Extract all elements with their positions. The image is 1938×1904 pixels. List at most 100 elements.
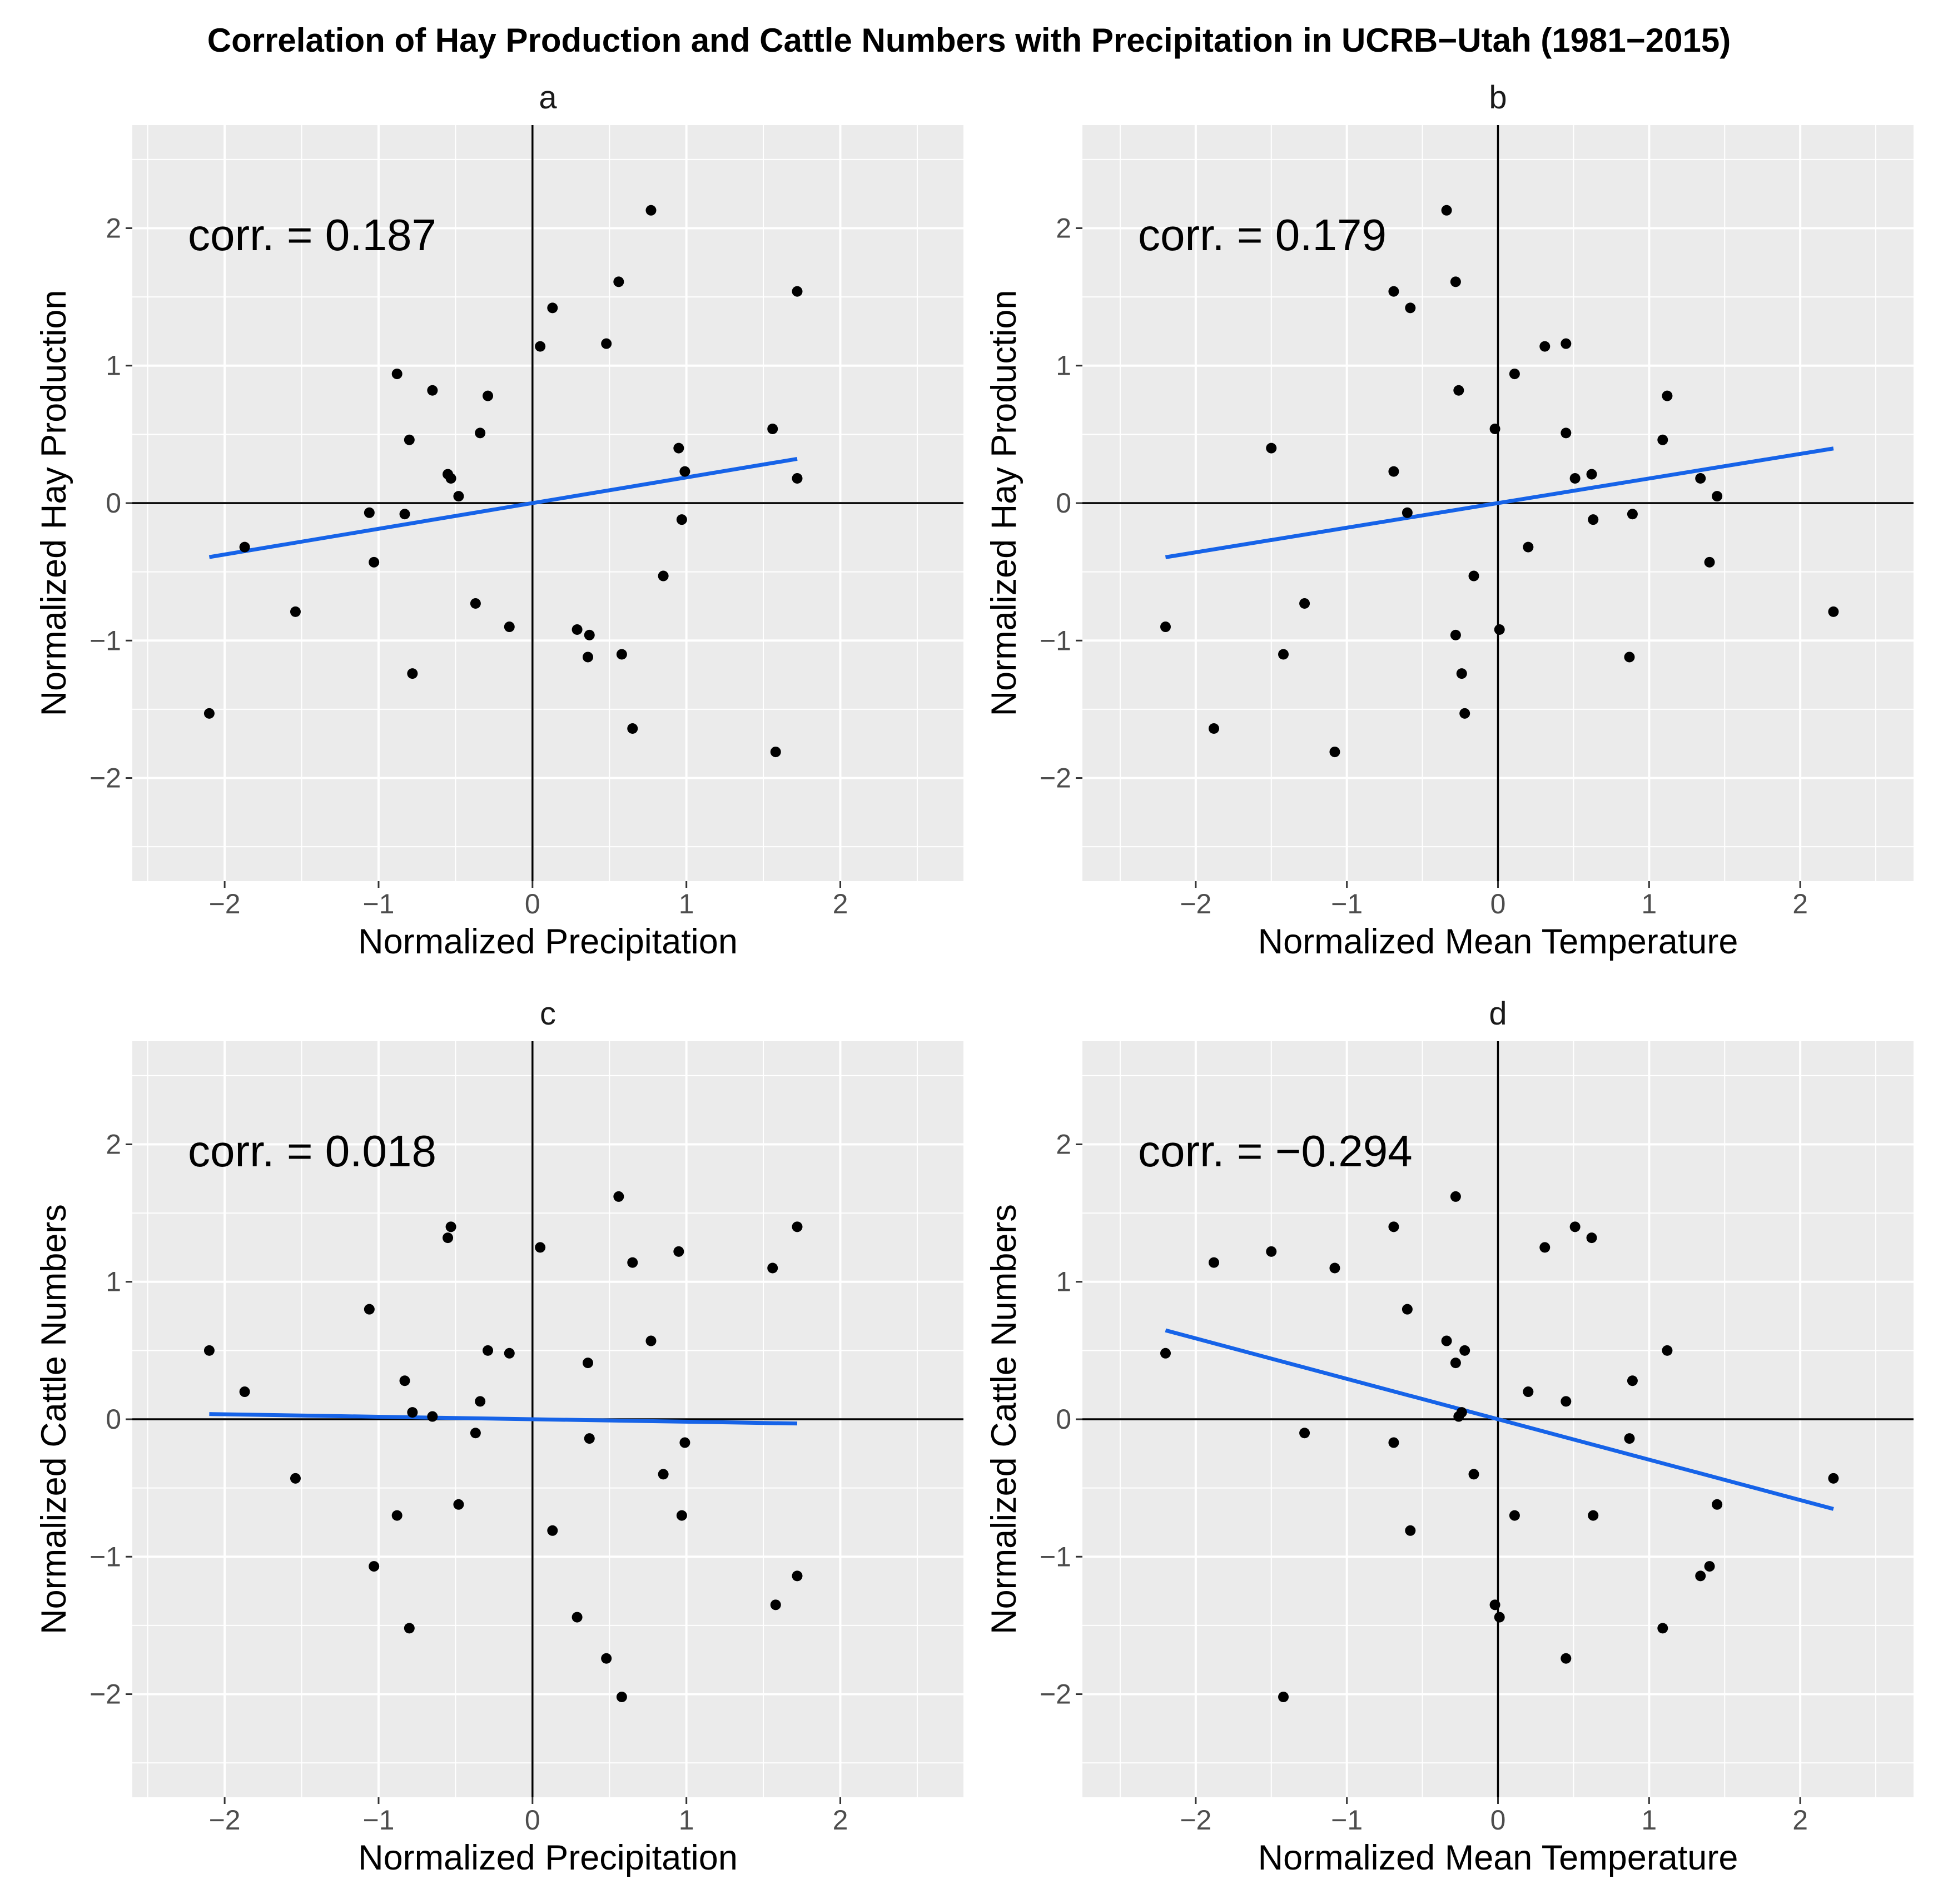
x-tick-label: 0 [1490, 1804, 1506, 1836]
data-point [1278, 1691, 1289, 1702]
data-point [404, 434, 415, 445]
data-point [483, 390, 494, 401]
data-point [679, 466, 690, 477]
data-point [1539, 341, 1551, 352]
data-point [1828, 1473, 1839, 1484]
data-point [658, 570, 669, 581]
x-tick-label: 1 [1641, 888, 1657, 919]
data-point [1509, 1510, 1520, 1521]
data-point [404, 1623, 415, 1634]
y-tick-label: 1 [1056, 1266, 1071, 1297]
data-point [1561, 1653, 1572, 1664]
x-tick-label: 1 [679, 1804, 694, 1836]
x-axis-title: Normalized Mean Temperature [1258, 922, 1738, 961]
data-point [1569, 1221, 1581, 1232]
panel-label: b [1489, 79, 1507, 116]
y-tick-label: 2 [106, 1129, 121, 1160]
correlation-annotation: corr. = 0.018 [188, 1126, 436, 1176]
data-point [1561, 427, 1572, 439]
data-point [645, 205, 657, 216]
data-point [1208, 723, 1219, 734]
data-point [627, 723, 638, 734]
data-point [290, 606, 301, 617]
data-point [1586, 469, 1597, 480]
data-point [792, 286, 803, 297]
data-point [504, 622, 515, 633]
y-tick-label: 2 [1056, 212, 1071, 243]
data-point [475, 427, 486, 439]
data-point [1828, 606, 1839, 617]
y-axis-title: Normalized Hay Production [985, 290, 1023, 717]
data-point [584, 1433, 595, 1444]
data-point [470, 598, 481, 609]
data-point [1388, 1221, 1399, 1232]
x-tick-label: 2 [833, 888, 848, 919]
data-point [582, 1358, 593, 1369]
x-tick-label: −1 [1331, 888, 1363, 919]
data-point [1627, 1375, 1638, 1386]
panel-b: −2 −1 0 1 2 −2 −1 0 1 2 corr. = 0.179 b Normalized M… [985, 79, 1914, 961]
data-point [582, 652, 593, 663]
data-point [1657, 434, 1668, 445]
data-point [616, 649, 627, 660]
data-point [1624, 652, 1635, 663]
data-point [1405, 1525, 1416, 1536]
data-point [1561, 338, 1572, 349]
data-point [1569, 473, 1581, 484]
data-point [1299, 1428, 1310, 1439]
y-axis-title: Normalized Cattle Numbers [985, 1204, 1023, 1634]
data-point [1627, 509, 1638, 520]
panel-label: d [1489, 996, 1507, 1032]
data-point [1208, 1257, 1219, 1268]
x-tick-label: 0 [525, 888, 540, 919]
data-point [443, 1232, 454, 1244]
x-tick-label: 2 [833, 1804, 848, 1836]
data-point [364, 507, 375, 518]
y-tick-label: −2 [1040, 1679, 1071, 1710]
data-point [399, 509, 410, 520]
data-point [470, 1428, 481, 1439]
y-tick-label: −2 [90, 1679, 121, 1710]
data-point [1662, 1345, 1673, 1356]
y-tick-label: 1 [106, 350, 121, 381]
correlation-annotation: corr. = 0.179 [1138, 210, 1387, 260]
data-point [1405, 302, 1416, 314]
y-axis-title: Normalized Hay Production [34, 290, 73, 717]
data-point [770, 747, 781, 758]
data-point [1704, 556, 1715, 568]
data-point [1456, 1407, 1467, 1418]
y-tick-label: 2 [106, 212, 121, 243]
data-point [676, 1510, 687, 1521]
data-point [1388, 1437, 1399, 1448]
data-point [1388, 286, 1399, 297]
data-point [1329, 1262, 1340, 1274]
data-point [1450, 1191, 1461, 1202]
data-point [445, 473, 456, 484]
x-tick-label: 1 [679, 888, 694, 919]
data-point [1266, 1246, 1277, 1257]
x-axis-title: Normalized Precipitation [358, 922, 738, 961]
x-tick-label: −2 [1180, 888, 1211, 919]
y-axis-title: Normalized Cattle Numbers [34, 1204, 73, 1634]
data-point [645, 1335, 657, 1346]
data-point [601, 1653, 612, 1664]
data-point [1539, 1242, 1551, 1253]
regression-line [1165, 446, 1834, 559]
x-tick-label: 0 [1490, 888, 1506, 919]
x-tick-label: 2 [1792, 888, 1808, 919]
data-point [767, 1262, 778, 1274]
x-tick-label: −1 [1331, 1804, 1363, 1836]
data-point [407, 668, 418, 679]
data-point [427, 1411, 438, 1422]
data-point [407, 1407, 418, 1418]
data-point [1489, 423, 1500, 434]
x-tick-label: −1 [362, 888, 394, 919]
correlation-annotation: corr. = 0.187 [188, 210, 436, 260]
correlation-annotation: corr. = −0.294 [1138, 1126, 1413, 1176]
data-point [483, 1345, 494, 1356]
data-point [1588, 1510, 1599, 1521]
data-point [1450, 1358, 1461, 1369]
data-point [627, 1257, 638, 1268]
data-point [1450, 629, 1461, 640]
data-point [1468, 570, 1479, 581]
